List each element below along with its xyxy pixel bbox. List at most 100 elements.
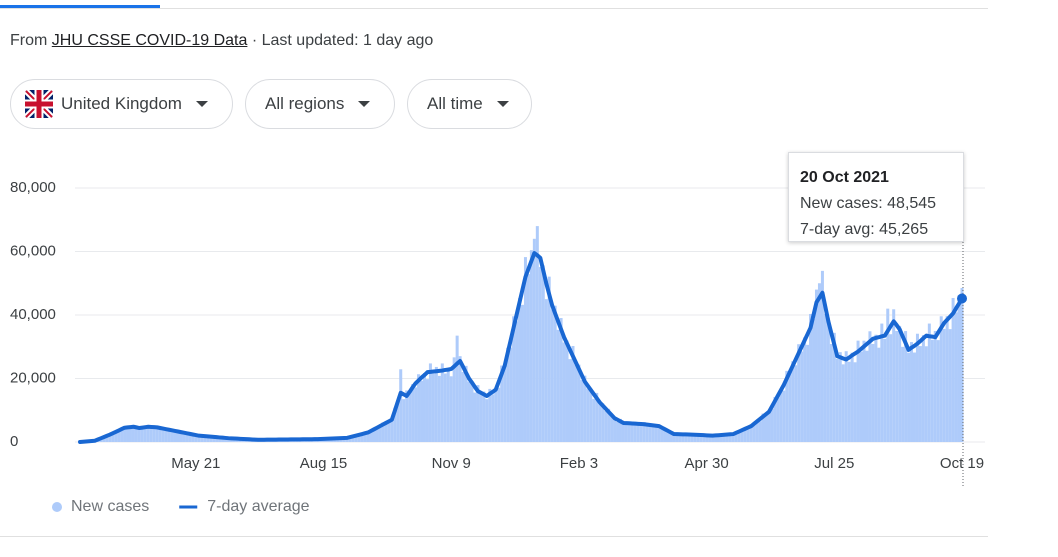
- bar: [770, 408, 774, 442]
- bar: [627, 424, 631, 442]
- bar: [123, 428, 127, 442]
- bar: [206, 436, 210, 442]
- bar: [743, 427, 747, 442]
- bar: [378, 427, 382, 442]
- bar: [740, 430, 744, 442]
- bar: [737, 430, 741, 442]
- hover-point: [957, 293, 967, 304]
- bar: [452, 357, 456, 442]
- bar: [708, 435, 712, 442]
- bar: [618, 418, 622, 442]
- bar: [571, 345, 575, 442]
- bar: [595, 392, 599, 442]
- bar: [859, 351, 863, 442]
- bar: [788, 374, 792, 442]
- bar: [601, 403, 605, 442]
- bar: [610, 416, 614, 442]
- bar: [209, 436, 213, 442]
- bar: [137, 427, 141, 442]
- bar: [408, 393, 412, 442]
- region-filter[interactable]: All regions: [245, 79, 395, 129]
- bar: [422, 373, 426, 442]
- bar: [411, 384, 415, 442]
- bar: [918, 346, 922, 442]
- bar: [856, 340, 860, 442]
- bar: [844, 351, 848, 442]
- bar: [402, 399, 406, 442]
- bar: [146, 427, 150, 442]
- bar: [512, 316, 516, 442]
- bar: [820, 270, 824, 442]
- country-filter[interactable]: United Kingdom: [10, 79, 233, 129]
- bar: [636, 423, 640, 442]
- bar: [814, 289, 818, 442]
- bar: [681, 434, 685, 442]
- bar: [449, 376, 453, 442]
- bar: [927, 323, 931, 442]
- bar: [613, 417, 617, 442]
- bar: [158, 428, 162, 442]
- bar: [930, 339, 934, 442]
- bar: [354, 436, 358, 442]
- bar: [728, 434, 732, 442]
- bar: [812, 318, 816, 442]
- bar: [532, 238, 536, 442]
- bar: [758, 421, 762, 442]
- bar: [892, 309, 896, 442]
- bar: [939, 316, 943, 442]
- bar: [912, 352, 916, 442]
- bar: [188, 434, 192, 442]
- bar: [140, 429, 144, 442]
- bar: [904, 331, 908, 442]
- bar: [901, 346, 905, 442]
- bar: [907, 352, 911, 442]
- bar: [538, 267, 542, 442]
- bar: [752, 424, 756, 442]
- bar: [838, 352, 842, 442]
- bar: [425, 379, 429, 442]
- bar: [152, 428, 156, 442]
- bar: [369, 429, 373, 442]
- bar: [749, 424, 753, 442]
- bar: [176, 432, 180, 442]
- bar: [126, 426, 130, 442]
- bar: [711, 436, 715, 442]
- bar: [598, 403, 602, 442]
- y-tick-label: 20,000: [10, 369, 56, 386]
- bar: [639, 425, 643, 442]
- bar: [862, 340, 866, 442]
- bar: [224, 438, 228, 442]
- bar: [823, 313, 827, 442]
- bar: [518, 298, 522, 442]
- bar: [586, 388, 590, 442]
- bar: [105, 436, 109, 442]
- bar: [535, 226, 539, 442]
- bar: [218, 437, 222, 442]
- bar: [111, 433, 115, 442]
- bar: [877, 347, 881, 442]
- bar: [669, 432, 673, 442]
- bar: [381, 422, 385, 442]
- x-tick-label: Apr 30: [685, 455, 729, 472]
- time-filter[interactable]: All time: [407, 79, 532, 129]
- bar: [134, 428, 138, 442]
- bar: [663, 430, 667, 442]
- bar: [800, 351, 804, 442]
- bar: [393, 407, 397, 442]
- tooltip-line: New cases: 48,545: [800, 195, 937, 212]
- bar: [470, 380, 474, 442]
- bar: [375, 427, 379, 442]
- bar: [660, 427, 664, 442]
- source-link[interactable]: JHU CSSE COVID-19 Data: [51, 32, 248, 49]
- bar: [592, 398, 596, 442]
- bar: [366, 433, 370, 442]
- bar: [705, 435, 709, 442]
- bar: [853, 362, 857, 442]
- bar: [702, 434, 706, 442]
- bar: [809, 313, 813, 442]
- bar: [898, 325, 902, 442]
- bar: [951, 297, 955, 442]
- bar: [915, 333, 919, 442]
- bar: [716, 435, 720, 442]
- bar: [221, 437, 225, 442]
